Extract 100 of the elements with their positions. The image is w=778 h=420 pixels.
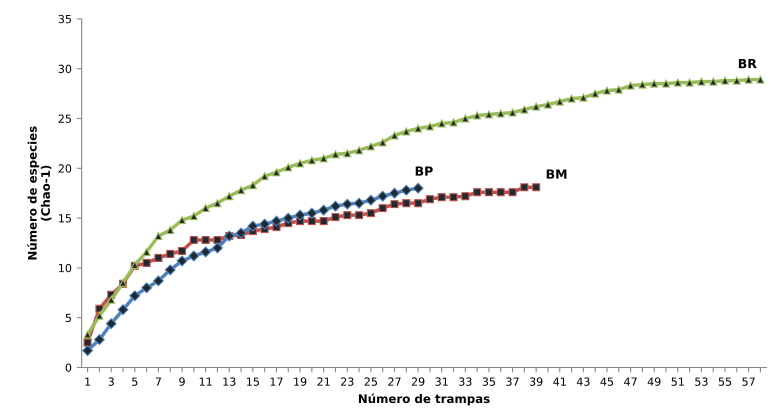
- point: [129, 290, 140, 302]
- x-tick-label: 9: [179, 377, 185, 386]
- x-tick-label: 7: [156, 378, 161, 386]
- point: [438, 119, 446, 128]
- point: [190, 236, 198, 244]
- point: [213, 199, 222, 208]
- point: [638, 80, 646, 89]
- x-tick-label: 3: [108, 377, 114, 386]
- point: [532, 183, 540, 192]
- point: [461, 114, 470, 123]
- y-tick-label: 0: [66, 363, 72, 372]
- point: [202, 204, 210, 212]
- point: [152, 275, 164, 286]
- point: [296, 159, 304, 168]
- x-tick-label: 39: [530, 377, 542, 386]
- point: [662, 80, 670, 88]
- point: [190, 212, 198, 220]
- point: [106, 318, 117, 330]
- x-tick-label: 29: [412, 377, 424, 386]
- point: [402, 127, 410, 136]
- point: [402, 199, 410, 208]
- point: [602, 86, 611, 95]
- point: [414, 124, 422, 132]
- point: [212, 242, 223, 254]
- point: [294, 210, 306, 221]
- point: [378, 138, 387, 146]
- point: [732, 76, 741, 85]
- point: [484, 110, 493, 119]
- series-label: BR: [738, 58, 757, 68]
- point: [308, 156, 316, 164]
- point: [390, 131, 399, 140]
- y-tick-label: 15: [59, 214, 71, 222]
- point: [213, 236, 222, 244]
- x-axis-title: Número de trampas: [358, 394, 490, 406]
- point: [166, 226, 174, 234]
- x-tick-label: 1: [85, 378, 90, 386]
- point: [342, 198, 353, 210]
- point: [496, 109, 505, 118]
- point: [188, 250, 200, 262]
- point: [343, 149, 352, 158]
- point: [686, 78, 694, 87]
- point: [176, 255, 188, 266]
- x-tick-label: 57: [742, 378, 755, 386]
- point: [756, 76, 764, 84]
- point: [650, 80, 658, 88]
- point: [520, 183, 528, 192]
- point: [461, 192, 470, 200]
- point: [318, 204, 330, 216]
- point: [377, 190, 388, 202]
- x-tick-label: 5: [132, 378, 138, 386]
- point: [343, 211, 352, 220]
- point: [556, 98, 564, 106]
- x-tick-label: 25: [364, 377, 377, 386]
- point: [331, 213, 340, 222]
- point: [366, 142, 375, 150]
- point: [82, 345, 94, 356]
- y-tick-label: 10: [59, 264, 72, 272]
- point: [626, 82, 635, 90]
- point: [389, 188, 400, 199]
- point: [178, 246, 186, 255]
- point: [84, 338, 92, 347]
- y-tick-label: 30: [58, 64, 72, 74]
- point: [426, 122, 434, 130]
- y-tick-label: 20: [58, 164, 72, 173]
- point: [84, 330, 92, 339]
- x-tick-label: 53: [695, 377, 708, 386]
- point: [247, 220, 258, 232]
- point: [272, 168, 280, 176]
- point: [720, 76, 730, 85]
- y-tick-label: 25: [58, 114, 71, 123]
- x-tick-label: 23: [341, 377, 354, 386]
- point: [674, 78, 682, 87]
- point: [164, 264, 176, 276]
- x-tick-label: 35: [482, 377, 496, 386]
- point: [568, 94, 576, 103]
- x-tick-label: 11: [200, 378, 212, 386]
- point: [308, 217, 316, 226]
- x-tick-label: 13: [223, 377, 236, 386]
- point: [532, 102, 540, 111]
- point: [284, 163, 292, 172]
- point: [412, 182, 424, 194]
- point: [544, 100, 552, 109]
- point: [591, 90, 600, 98]
- y-tick-label: 35: [58, 14, 71, 24]
- point: [95, 312, 104, 320]
- point: [449, 118, 458, 127]
- point: [259, 218, 270, 230]
- point: [400, 184, 412, 196]
- x-tick-label: 51: [672, 378, 684, 386]
- point: [202, 236, 210, 244]
- x-tick-label: 31: [435, 377, 448, 386]
- y-axis-title: Número de especies (Chao-1): [27, 126, 52, 260]
- point: [142, 258, 151, 267]
- point: [331, 150, 340, 158]
- point: [354, 198, 365, 209]
- point: [200, 246, 212, 258]
- point: [237, 186, 246, 194]
- point: [614, 86, 623, 94]
- point: [484, 188, 493, 196]
- point: [154, 232, 162, 240]
